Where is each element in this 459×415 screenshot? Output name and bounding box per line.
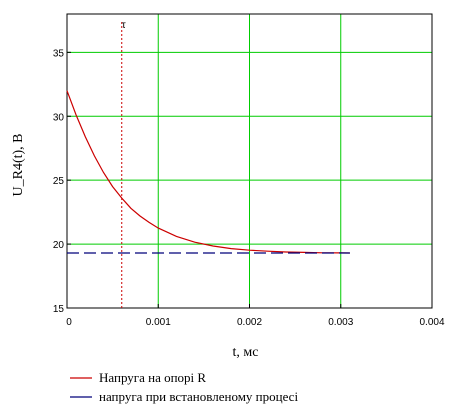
x-tick-label: 0.001: [146, 317, 171, 328]
x-axis-label: t, мс: [233, 345, 259, 360]
y-tick-label: 20: [53, 240, 65, 251]
x-tick-label: 0.004: [419, 317, 444, 328]
y-tick-label: 15: [53, 304, 65, 315]
tick-layer: 0 0.001 0.002 0.003 0.004 15 20 25 30 35: [53, 48, 445, 328]
legend-label-2: напруга при встановленому процесі: [99, 389, 298, 404]
x-tick-label: 0: [66, 317, 72, 328]
y-tick-label: 25: [53, 176, 65, 187]
x-tick-label: 0.002: [237, 317, 262, 328]
marker-layer: τ: [121, 20, 126, 308]
y-tick-label: 30: [53, 112, 65, 123]
series-layer: [66, 90, 350, 254]
x-tick-label: 0.003: [328, 317, 353, 328]
y-tick-label: 35: [53, 48, 65, 59]
y-axis-label: U_R4(t), В: [11, 134, 26, 197]
time-constant-label: τ: [122, 20, 126, 31]
series-line-1: [66, 90, 350, 254]
legend: Напруга на опорі R напруга при встановлен…: [70, 370, 298, 404]
legend-label-1: Напруга на опорі R: [99, 370, 206, 385]
